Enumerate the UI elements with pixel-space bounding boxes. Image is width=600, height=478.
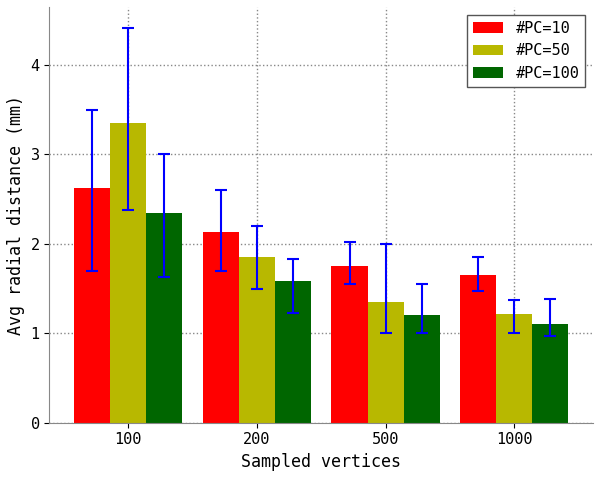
Bar — [331, 266, 368, 423]
Legend: #PC=10, #PC=50, #PC=100: #PC=10, #PC=50, #PC=100 — [467, 15, 586, 87]
Bar — [110, 123, 146, 423]
X-axis label: Sampled vertices: Sampled vertices — [241, 453, 401, 471]
Bar — [239, 257, 275, 423]
Bar — [496, 314, 532, 423]
Bar — [532, 325, 568, 423]
Bar — [203, 232, 239, 423]
Bar — [404, 315, 440, 423]
Y-axis label: Avg radial distance (mm): Avg radial distance (mm) — [7, 95, 25, 335]
Bar — [368, 302, 404, 423]
Bar — [74, 187, 110, 423]
Bar — [275, 282, 311, 423]
Bar — [460, 275, 496, 423]
Bar — [146, 213, 182, 423]
